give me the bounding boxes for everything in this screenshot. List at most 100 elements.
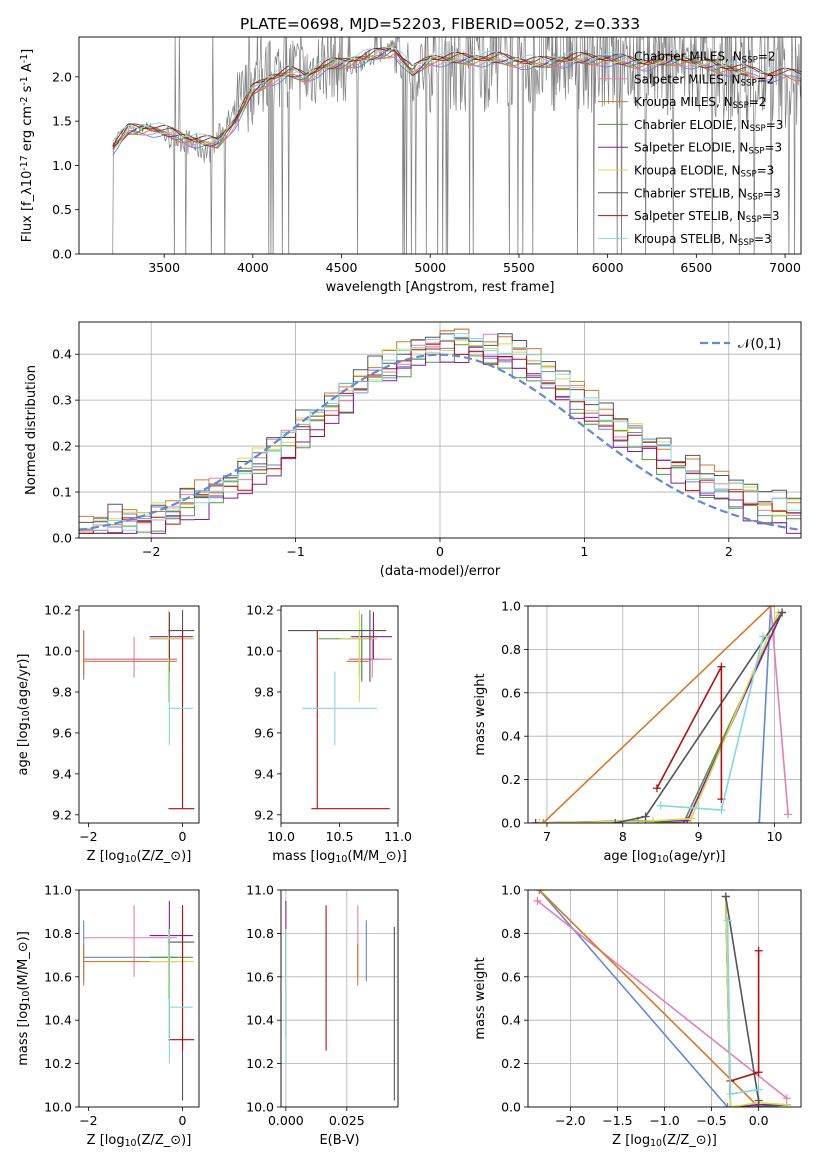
- y-tick-label: 0.8: [501, 642, 521, 657]
- weight-vs-age-panel: 7 8 9 10 0.0 0.2 0.4 0.6 0.8 1.0 age [log10(age/yr…: [473, 599, 802, 865]
- gaussian-curve: [79, 353, 801, 531]
- weight-marker: [717, 662, 726, 671]
- x-axis-label: age [log10(age/yr)]: [603, 849, 725, 865]
- weight-line-6: [724, 896, 787, 1107]
- axes-frame: [78, 889, 200, 1108]
- weight-vs-z-panel: −2.0 −1.5 −1.0 −0.5 0.0 0.0 0.2 0.4 0.6 0.8 1.0 Z […: [473, 883, 802, 1149]
- x-axis-label: mass [log10(M/M_⊙)]: [272, 849, 407, 865]
- y-tick-label: 10.6: [246, 969, 274, 984]
- y-tick-label: 9.8: [254, 684, 274, 699]
- y-tick-label: 11.0: [44, 883, 72, 898]
- plot-area: [281, 890, 398, 1107]
- legend-label: Chabrier MILES, NSSP=2: [634, 50, 776, 66]
- x-tick-label: 0: [436, 544, 444, 559]
- y-tick-label: 9.4: [254, 766, 274, 781]
- plot-area: [528, 890, 801, 1107]
- mass-vs-ebv-panel: 0.000 0.025 10.0 10.2 10.4 10.6 10.8 11.0 E(B-V): [246, 883, 399, 1148]
- y-tick-label: 10.2: [44, 603, 72, 618]
- y-tick-label: 10.0: [246, 644, 274, 659]
- weight-marker: [656, 801, 665, 810]
- y-tick-label: 0.4: [501, 729, 521, 744]
- weight-marker: [533, 896, 542, 905]
- axes-frame: [280, 889, 399, 1108]
- weight-marker: [755, 819, 764, 823]
- weight-marker: [535, 819, 544, 823]
- x-tick-label: 6000: [592, 260, 624, 275]
- y-tick-label: 0.1: [52, 485, 72, 500]
- y-tick-label: 10.0: [44, 644, 72, 659]
- x-tick-label: −1: [286, 544, 304, 559]
- plot-area: [288, 610, 393, 810]
- weight-marker: [535, 890, 544, 894]
- weight-marker: [754, 1103, 763, 1107]
- y-tick-label: 0.6: [501, 685, 521, 700]
- legend-label: Kroupa MILES, NSSP=2: [634, 95, 766, 111]
- axes-frame: [280, 605, 399, 824]
- weight-marker: [759, 632, 768, 641]
- weight-marker: [539, 819, 548, 823]
- weight-marker: [531, 819, 540, 823]
- weight-marker: [778, 608, 787, 617]
- y-tick-label: 9.6: [52, 725, 72, 740]
- y-tick-label: 10.0: [44, 1100, 72, 1115]
- panels: 3500 4000 4500 5000 5500 6000 6500 70000.00.51.…: [16, 36, 802, 1149]
- x-tick-label: 4000: [237, 260, 269, 275]
- spectrum-panel: 3500 4000 4500 5000 5500 6000 6500 7000 0.0 0.5 1.…: [19, 36, 802, 295]
- y-tick-label: 0.3: [52, 393, 72, 408]
- histogram-step-7: [79, 333, 801, 523]
- x-axis-label: E(B-V): [319, 1133, 359, 1148]
- x-tick-label: 0.0: [749, 1113, 769, 1128]
- y-tick-label: 1.0: [501, 599, 521, 614]
- x-axis-label: wavelength [Angstrom, rest frame]: [326, 280, 555, 295]
- y-axis-label: age [log10(age/yr)]: [16, 653, 32, 775]
- y-tick-label: 10.8: [44, 926, 72, 941]
- y-tick-label: 0.0: [52, 531, 72, 546]
- y-tick-label: 10.4: [44, 1013, 72, 1028]
- histogram-panel: −2 −1 0 1 2 0.0 0.1 0.2 0.3 0.4 (data-model)/error…: [24, 321, 802, 579]
- x-tick-label: 10: [767, 829, 783, 844]
- y-tick-label: 10.0: [246, 1100, 274, 1115]
- x-tick-label: 4500: [326, 260, 358, 275]
- weight-marker: [754, 1068, 763, 1077]
- x-axis-label: (data-model)/error: [380, 564, 501, 579]
- weight-marker: [652, 784, 661, 793]
- y-tick-label: 0.0: [501, 816, 521, 831]
- y-tick-label: 1.0: [501, 883, 521, 898]
- age-vs-z-panel: −2 0 9.2 9.4 9.6 9.8 10.0 10.2 Z [log10(Z/Z_⊙)] a…: [16, 603, 200, 865]
- weight-line-3: [538, 890, 760, 1107]
- y-tick-label: 10.2: [44, 1056, 72, 1071]
- x-tick-label: −2: [142, 544, 160, 559]
- legend-label: Chabrier ELODIE, NSSP=3: [634, 118, 783, 134]
- y-tick-label: 11.0: [246, 883, 274, 898]
- plot-area: [79, 322, 801, 538]
- y-tick-label: 1.0: [52, 158, 72, 173]
- y-tick-label: 10.2: [246, 1056, 274, 1071]
- model-line-8: [112, 47, 801, 147]
- x-tick-label: −2.0: [555, 1113, 585, 1128]
- figure-title: PLATE=0698, MJD=52203, FIBERID=0052, z=0…: [240, 15, 640, 33]
- x-tick-label: 0.025: [329, 1113, 365, 1128]
- x-tick-label: −1.5: [602, 1113, 632, 1128]
- x-tick-label: 1: [580, 544, 588, 559]
- x-tick-label: 2: [725, 544, 733, 559]
- y-tick-label: 0.0: [501, 1100, 521, 1115]
- weight-line-2: [769, 606, 789, 815]
- weight-marker: [782, 1100, 791, 1107]
- spectrum-legend: Chabrier MILES, NSSP=2 Salpeter MILES, NS…: [598, 50, 783, 248]
- legend-label: Chabrier STELIB, NSSP=3: [634, 186, 781, 202]
- weight-line-3: [542, 606, 772, 823]
- x-tick-label: 11.0: [384, 829, 412, 844]
- legend-label: 𝒩(0,1): [738, 337, 781, 352]
- weight-marker: [717, 805, 726, 814]
- x-tick-label: 0: [179, 1113, 187, 1128]
- x-tick-label: 0: [179, 829, 187, 844]
- weight-marker: [754, 946, 763, 955]
- y-tick-label: 9.6: [254, 725, 274, 740]
- axes-frame: [527, 889, 802, 1108]
- plot-area: [83, 610, 195, 810]
- y-tick-label: 0.4: [501, 1013, 521, 1028]
- x-axis-label: Z [log10(Z/Z_⊙)]: [87, 1133, 192, 1149]
- y-tick-label: 10.8: [246, 926, 274, 941]
- x-axis-label: Z [log10(Z/Z_⊙)]: [87, 849, 192, 865]
